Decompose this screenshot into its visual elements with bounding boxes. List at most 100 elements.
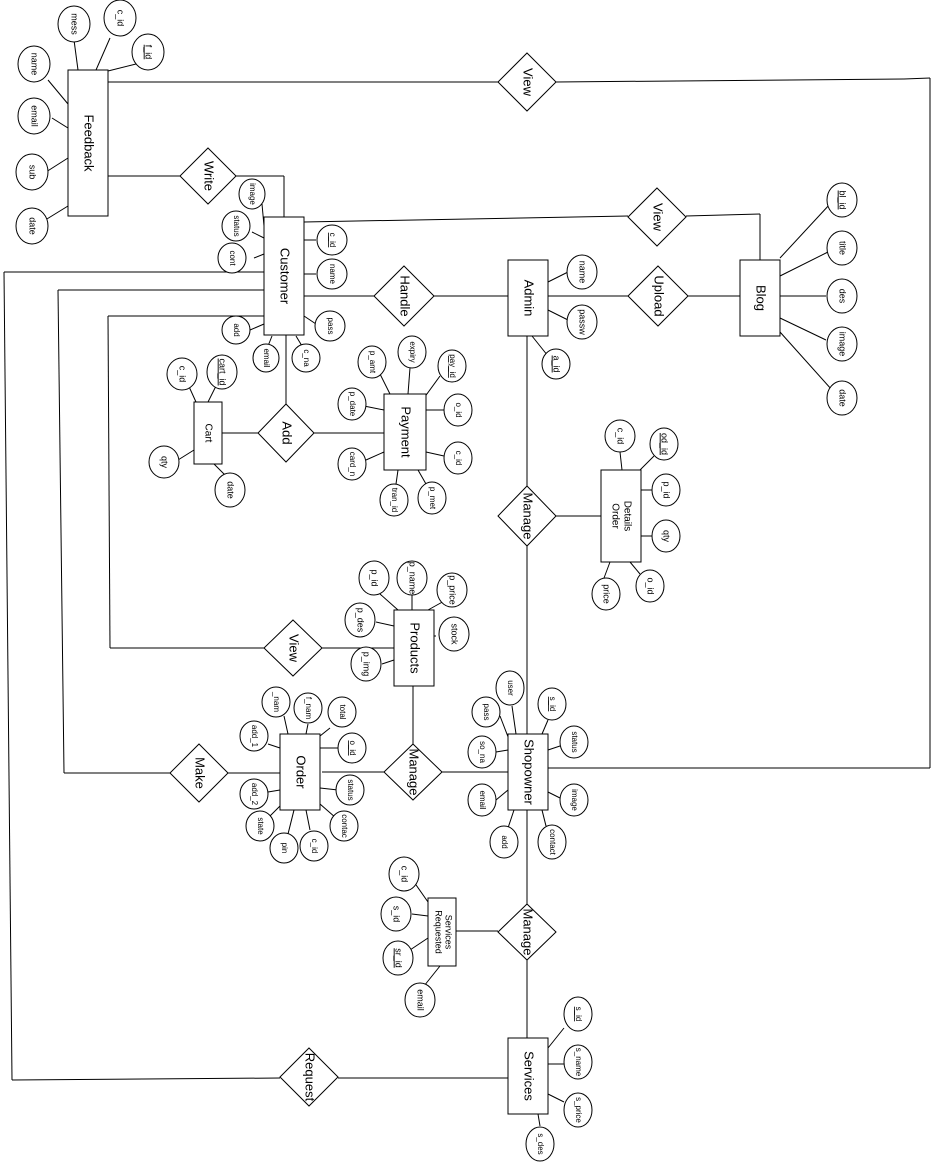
entity-shopowner[interactable]: Shopowner [507,733,549,811]
attr-admin-passw[interactable]: passw [566,304,598,340]
attr-feedback-email[interactable]: email [17,97,51,135]
attr-order-add-2[interactable]: add_2 [239,778,269,810]
attr-feedback-f-id[interactable]: f_id [131,33,165,71]
attr-order-o-id[interactable]: o_id [337,732,367,764]
attr-customer-pass[interactable]: pass [314,310,346,342]
attr-payment-o-id[interactable]: o_id [443,393,473,427]
attr-products-p-id[interactable]: p_id [358,560,390,596]
relationship-request[interactable]: Request [279,1047,339,1107]
attr-cart-date[interactable]: date [214,472,246,508]
attr-shopowner-contact[interactable]: contact [537,824,567,860]
attr-order-details-qty[interactable]: qty [651,519,681,553]
attr-order-nam[interactable]: _nam [261,686,291,718]
entity-feedback[interactable]: Feedback [67,69,109,217]
attr-products-p-price[interactable]: p_price [436,572,468,608]
attr-services-s-id[interactable]: s_id [563,996,593,1032]
attr-order-details-o-id[interactable]: o_id [635,569,665,603]
attr-products-p-img[interactable]: p_img [350,646,382,682]
attr-requested-services-s-id[interactable]: s_id [380,896,412,932]
attr-order-add-1[interactable]: add_1 [239,720,269,752]
relationship-manage-order[interactable]: Manage [383,743,443,801]
attr-products-p-name[interactable]: p_name [396,560,428,596]
entity-admin[interactable]: Admin [507,259,549,337]
relationship-handle[interactable]: Handle [373,265,435,327]
attr-customer-c-na[interactable]: c_na [291,343,321,373]
attr-feedback-date[interactable]: date [15,207,49,245]
attr-feedback-mess[interactable]: mess [57,5,91,43]
attr-shopowner-user[interactable]: user [495,670,525,706]
entity-payment[interactable]: Payment [383,393,427,471]
attr-customer-image[interactable]: image [238,178,266,210]
attr-shopowner-email[interactable]: email [467,783,497,817]
attr-blog-bl-id[interactable]: bl_id [826,182,858,218]
entity-order[interactable]: Order [279,733,321,811]
relationship-write[interactable]: Write [179,147,237,205]
relationship-manage-order-details[interactable]: Manage [497,485,557,547]
relationship-manage-services[interactable]: Manage [497,903,557,961]
attr-services-s-name[interactable]: s_name [563,1044,593,1080]
relationship-make[interactable]: Make [169,743,229,803]
attr-services-s-price[interactable]: s_price [563,1092,593,1128]
attr-cart-c-id[interactable]: c_id [166,357,198,391]
relationship-view-products[interactable]: View [263,619,323,677]
attr-shopowner-image[interactable]: image [559,783,589,817]
attr-order-details-od-id[interactable]: od_id [649,427,679,461]
attr-feedback-name[interactable]: name [17,45,51,83]
attr-customer-name[interactable]: name [316,258,348,290]
attr-payment-tran-id[interactable]: tran_id [379,483,409,517]
attr-payment-card-n[interactable]: card_n [337,447,367,481]
attr-blog-title[interactable]: title [826,230,858,266]
attr-blog-date[interactable]: date [826,380,858,416]
attr-payment-p-met[interactable]: p_met [417,481,447,515]
attr-order-status[interactable]: status [335,774,365,806]
attr-customer-c-id[interactable]: c_id [316,224,348,256]
entity-products[interactable]: Products [393,609,435,687]
attr-order-details-c-id[interactable]: c_id [604,419,636,453]
attr-requested-services-c-id[interactable]: c_id [388,856,420,892]
attr-feedback-sub[interactable]: sub [15,153,49,191]
attr-order-state[interactable]: state [245,810,275,842]
attr-services-s-des[interactable]: s_des [525,1126,555,1162]
attr-order-details-price[interactable]: price [591,577,621,611]
attr-customer-add[interactable]: add [221,315,251,345]
attr-customer-email[interactable]: email [252,343,280,373]
attr-shopowner-s-id[interactable]: s_id [537,687,567,721]
attr-cart-cart-id[interactable]: cart_id [206,354,238,390]
attr-requested-services-sr-id[interactable]: sr_id [382,940,414,976]
attr-order-details-p-id[interactable]: p_id [651,473,681,507]
attr-requested-services-email[interactable]: email [404,982,436,1018]
attr-payment-p-date[interactable]: p_date [337,387,367,421]
attr-shopowner-pass[interactable]: pass [471,696,501,728]
attr-products-p-des[interactable]: p_des [344,602,376,638]
entity-order-details[interactable]: Order Details [600,469,642,563]
relationship-view-blog[interactable]: View [627,187,687,247]
entity-blog[interactable]: Blog [739,259,781,337]
attr-cart-qty[interactable]: qty [148,445,180,479]
attr-order-f-nam[interactable]: f_nam [293,692,323,724]
attr-shopowner-add[interactable]: add [489,825,519,859]
attr-customer-status[interactable]: status [221,210,251,242]
attr-feedback-c-id[interactable]: c_id [103,0,137,37]
attr-order-c-id[interactable]: c_id [299,830,329,862]
attr-blog-des[interactable]: des [826,278,858,314]
entity-cart[interactable]: Cart [193,401,223,465]
attr-payment-expiry[interactable]: expiry [397,335,427,369]
attr-order-total[interactable]: total [327,696,357,728]
attr-customer-cont[interactable]: cont [217,242,247,274]
attr-payment-c-id[interactable]: c_id [443,441,473,475]
relationship-add[interactable]: Add [257,403,315,463]
entity-customer[interactable]: Customer [263,216,305,336]
attr-admin-name[interactable]: name [566,254,598,290]
attr-order-contac[interactable]: contac [329,810,359,842]
relationship-view-feedback[interactable]: View [497,52,557,112]
attr-payment-pay-id[interactable]: pay_id [437,349,467,383]
entity-requested-services[interactable]: Requested Services [427,897,457,967]
attr-blog-image[interactable]: image [826,326,858,362]
attr-admin-a-id[interactable]: a_id [541,348,571,380]
attr-order-pin[interactable]: pin [269,832,299,864]
attr-payment-p-amt[interactable]: p_amt [357,345,387,379]
attr-shopowner-status[interactable]: status [559,725,589,759]
attr-products-stock[interactable]: stock [438,616,470,652]
attr-shopowner-so-na[interactable]: so_na [467,735,497,769]
entity-services[interactable]: Services [507,1037,549,1115]
